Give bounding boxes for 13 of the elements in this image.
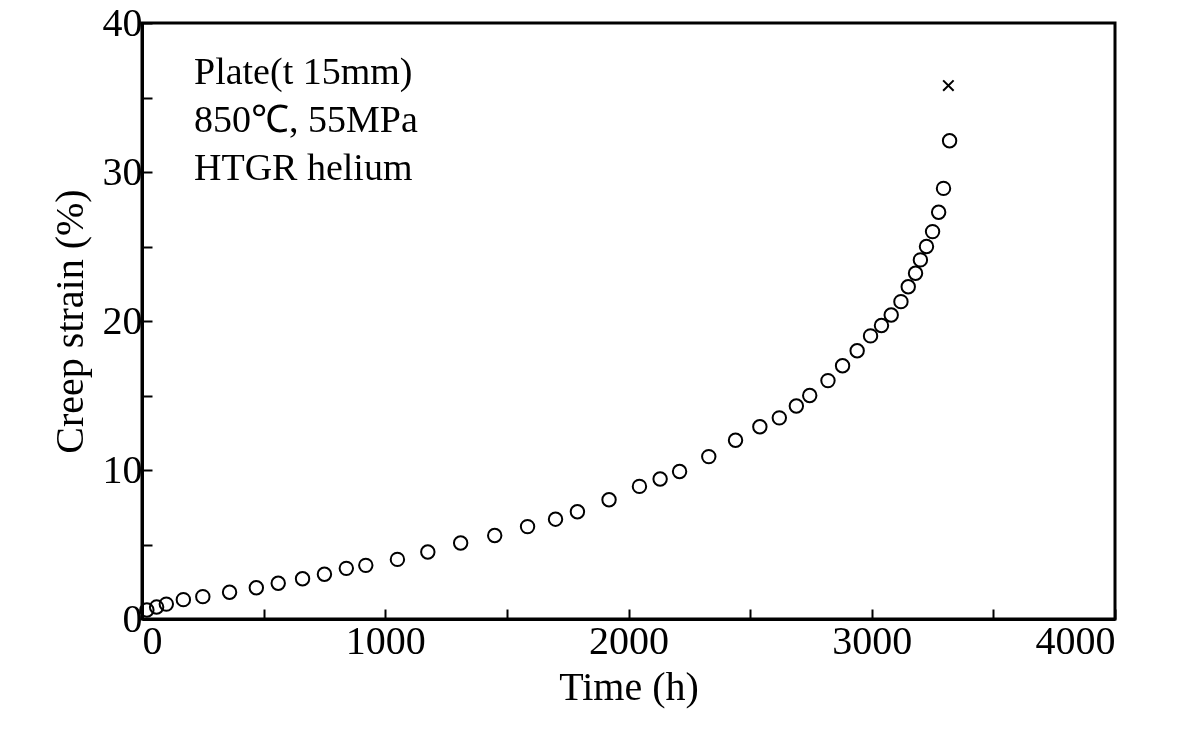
y-tick-label: 40: [102, 0, 143, 45]
y-axis-title: Creep strain (%): [46, 189, 92, 454]
annotation: Plate(t 15mm): [194, 50, 413, 93]
x-tick-label: 2000: [589, 617, 669, 663]
y-tick-label: 10: [102, 446, 143, 492]
x-axis-title: Time (h): [559, 663, 699, 709]
x-tick-label: 3000: [832, 617, 913, 663]
annotation: HTGR helium: [194, 146, 413, 188]
y-tick-label: 30: [102, 148, 143, 194]
x-tick-label: 1000: [345, 617, 426, 663]
x-tick-label: 4000: [1035, 617, 1116, 663]
annotation: 850℃, 55MPa: [194, 98, 418, 140]
y-tick-label: 20: [102, 297, 143, 343]
